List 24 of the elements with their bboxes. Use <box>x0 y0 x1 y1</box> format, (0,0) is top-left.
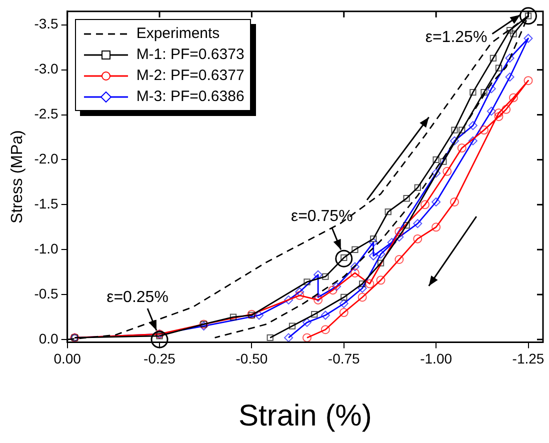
y-tick-label: -3.5 <box>34 16 59 32</box>
annotation: ε=0.75% <box>290 208 354 226</box>
y-axis-title: Stress (MPa) <box>9 130 26 224</box>
point <box>506 26 514 34</box>
legend-label: M-2: PF=0.6377 <box>136 67 244 84</box>
y-tick-label: -1.0 <box>34 240 59 256</box>
legend-label: M-3: PF=0.6386 <box>136 88 244 106</box>
x-tick-label: -1.00 <box>420 350 452 366</box>
x-tick-label: -0.50 <box>236 350 268 366</box>
y-tick-label: 0.0 <box>38 330 59 346</box>
x-tick-label: -0.75 <box>328 350 360 366</box>
y-tick-label: -1.5 <box>34 196 59 212</box>
y-tick-label: -2.5 <box>34 106 59 122</box>
x-axis-title: Strain (%) <box>238 399 372 432</box>
x-tick-label: -0.25 <box>144 350 176 366</box>
y-tick-label: -2.0 <box>34 150 59 167</box>
legend-label: M-1: PF=0.6373 <box>136 46 244 64</box>
y-tick-label: -0.5 <box>34 285 59 302</box>
annotation: ε=1.25% <box>424 28 488 47</box>
x-tick-label: 0.00 <box>54 350 82 366</box>
y-tick-label: -3.0 <box>34 60 59 77</box>
legend-label: Experiments <box>136 25 220 42</box>
x-tick-label: -1.25 <box>512 350 544 366</box>
annotation: ε=0.25% <box>106 288 170 306</box>
